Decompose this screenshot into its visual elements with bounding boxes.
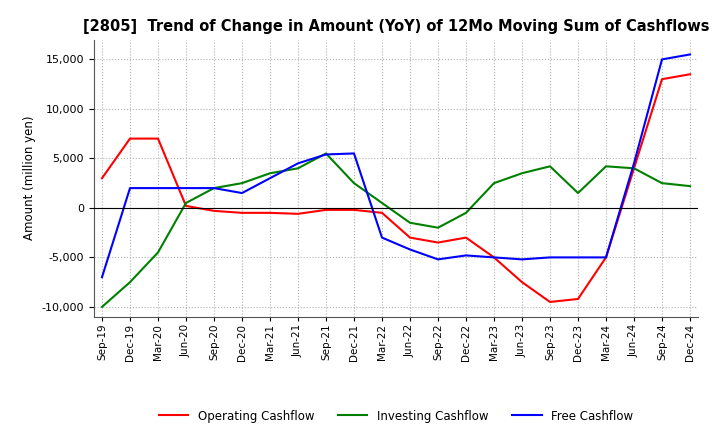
Free Cashflow — [574, 255, 582, 260]
Free Cashflow — [518, 257, 526, 262]
Operating Cashflow — [210, 208, 218, 213]
Investing Cashflow — [546, 164, 554, 169]
Free Cashflow — [181, 185, 190, 191]
Operating Cashflow — [602, 255, 611, 260]
Free Cashflow — [378, 235, 387, 240]
Free Cashflow — [294, 161, 302, 166]
Investing Cashflow — [378, 200, 387, 205]
Investing Cashflow — [350, 180, 359, 186]
Y-axis label: Amount (million yen): Amount (million yen) — [23, 116, 36, 240]
Investing Cashflow — [433, 225, 442, 230]
Operating Cashflow — [181, 203, 190, 209]
Free Cashflow — [490, 255, 498, 260]
Investing Cashflow — [181, 200, 190, 205]
Investing Cashflow — [126, 279, 135, 285]
Operating Cashflow — [630, 165, 639, 171]
Investing Cashflow — [238, 180, 246, 186]
Operating Cashflow — [322, 207, 330, 213]
Investing Cashflow — [266, 171, 274, 176]
Operating Cashflow — [657, 77, 666, 82]
Operating Cashflow — [153, 136, 162, 141]
Free Cashflow — [126, 185, 135, 191]
Free Cashflow — [153, 185, 162, 191]
Investing Cashflow — [574, 191, 582, 196]
Operating Cashflow — [685, 72, 694, 77]
Investing Cashflow — [657, 180, 666, 186]
Operating Cashflow — [98, 176, 107, 181]
Operating Cashflow — [405, 235, 414, 240]
Line: Free Cashflow: Free Cashflow — [102, 55, 690, 277]
Investing Cashflow — [462, 210, 470, 216]
Investing Cashflow — [98, 304, 107, 309]
Operating Cashflow — [518, 279, 526, 285]
Operating Cashflow — [462, 235, 470, 240]
Operating Cashflow — [378, 210, 387, 216]
Investing Cashflow — [490, 180, 498, 186]
Line: Investing Cashflow: Investing Cashflow — [102, 154, 690, 307]
Free Cashflow — [210, 185, 218, 191]
Free Cashflow — [657, 57, 666, 62]
Line: Operating Cashflow: Operating Cashflow — [102, 74, 690, 302]
Operating Cashflow — [546, 299, 554, 304]
Legend: Operating Cashflow, Investing Cashflow, Free Cashflow: Operating Cashflow, Investing Cashflow, … — [154, 405, 638, 427]
Investing Cashflow — [153, 250, 162, 255]
Operating Cashflow — [294, 211, 302, 216]
Operating Cashflow — [433, 240, 442, 245]
Operating Cashflow — [238, 210, 246, 216]
Investing Cashflow — [518, 171, 526, 176]
Investing Cashflow — [602, 164, 611, 169]
Free Cashflow — [98, 275, 107, 280]
Free Cashflow — [266, 176, 274, 181]
Investing Cashflow — [630, 165, 639, 171]
Operating Cashflow — [126, 136, 135, 141]
Free Cashflow — [238, 191, 246, 196]
Free Cashflow — [462, 253, 470, 258]
Title: [2805]  Trend of Change in Amount (YoY) of 12Mo Moving Sum of Cashflows: [2805] Trend of Change in Amount (YoY) o… — [83, 19, 709, 34]
Operating Cashflow — [490, 255, 498, 260]
Free Cashflow — [322, 152, 330, 157]
Free Cashflow — [546, 255, 554, 260]
Free Cashflow — [350, 151, 359, 156]
Free Cashflow — [630, 161, 639, 166]
Free Cashflow — [602, 255, 611, 260]
Free Cashflow — [433, 257, 442, 262]
Investing Cashflow — [210, 185, 218, 191]
Investing Cashflow — [294, 165, 302, 171]
Investing Cashflow — [322, 151, 330, 156]
Free Cashflow — [685, 52, 694, 57]
Investing Cashflow — [405, 220, 414, 225]
Operating Cashflow — [266, 210, 274, 216]
Free Cashflow — [405, 247, 414, 252]
Investing Cashflow — [685, 183, 694, 189]
Operating Cashflow — [350, 207, 359, 213]
Operating Cashflow — [574, 297, 582, 302]
